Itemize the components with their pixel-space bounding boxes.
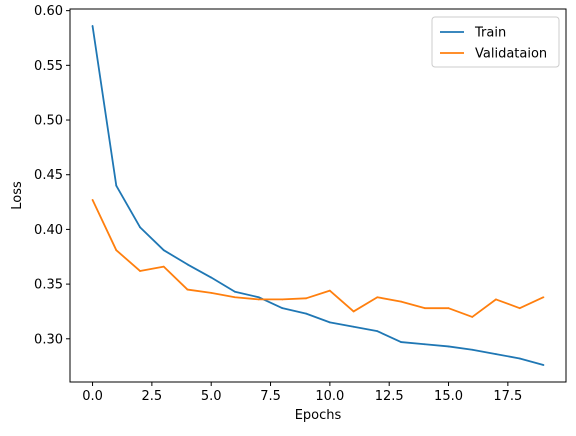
y-tick-label: 0.55	[34, 59, 63, 74]
x-tick-label: 5.0	[201, 389, 222, 404]
y-tick-label: 0.35	[34, 278, 63, 293]
data-point-train	[91, 25, 94, 27]
data-point-train	[115, 184, 118, 187]
data-point-validataion	[471, 316, 474, 318]
data-point-train	[495, 353, 497, 356]
plot-lines	[91, 25, 545, 366]
data-point-validataion	[518, 307, 521, 310]
x-tick-label: 15.0	[434, 389, 463, 404]
x-tick-label: 0.0	[82, 389, 103, 404]
data-point-train	[518, 357, 521, 360]
legend-label-train: Train	[474, 26, 506, 41]
data-point-train	[352, 325, 355, 328]
data-point-train	[257, 296, 260, 299]
data-point-validataion	[115, 249, 118, 252]
x-axis-label: Epochs	[295, 408, 342, 423]
x-tick-label: 2.5	[142, 389, 163, 404]
data-point-validataion	[376, 296, 379, 299]
data-point-train	[162, 249, 165, 252]
data-point-validataion	[305, 297, 308, 300]
data-point-validataion	[162, 265, 165, 268]
data-point-train	[234, 290, 236, 293]
x-axis-ticks: 0.0 2.5 5.0 7.5 10.0 12.5 15.0 17.5	[82, 382, 522, 404]
x-tick-label: 10.0	[315, 389, 344, 404]
data-point-train	[186, 263, 189, 266]
data-point-train	[328, 321, 331, 324]
data-point-train	[210, 276, 213, 279]
data-point-train	[281, 307, 284, 310]
data-point-validataion	[495, 298, 497, 301]
data-point-validataion	[257, 298, 260, 301]
data-point-train	[305, 312, 308, 315]
data-point-validataion	[186, 288, 189, 291]
data-point-train	[400, 341, 402, 343]
data-point-validataion	[328, 289, 331, 292]
y-tick-label: 0.45	[34, 168, 63, 183]
legend-box	[431, 16, 560, 68]
x-tick-label: 17.5	[493, 389, 522, 404]
data-point-train	[376, 330, 379, 333]
data-point-train	[542, 364, 545, 366]
data-point-validataion	[447, 307, 450, 310]
x-tick-label: 12.5	[375, 389, 404, 404]
data-point-validataion	[281, 298, 284, 301]
series-line-validataion	[91, 199, 544, 318]
data-point-train	[139, 226, 141, 229]
data-point-train	[447, 345, 450, 348]
data-point-validataion	[91, 198, 94, 201]
data-point-validataion	[400, 300, 402, 303]
data-point-validataion	[423, 307, 426, 310]
y-tick-label: 0.40	[34, 223, 63, 238]
y-axis-label: Loss	[10, 181, 25, 210]
data-point-validataion	[352, 310, 355, 313]
data-point-validataion	[234, 296, 236, 299]
data-point-train	[471, 348, 474, 351]
legend: Train Validataion	[431, 16, 560, 68]
x-tick-label: 7.5	[260, 389, 281, 404]
plot-frame	[69, 8, 567, 383]
data-point-validataion	[139, 270, 141, 272]
data-point-train	[423, 343, 426, 346]
series-line-train	[91, 25, 544, 366]
data-point-validataion	[542, 296, 545, 299]
y-tick-label: 0.60	[34, 4, 63, 19]
y-tick-label: 0.50	[34, 114, 63, 129]
y-axis-ticks: 0.30 0.35 0.40 0.45 0.50 0.55 0.60	[34, 4, 70, 347]
y-tick-label: 0.30	[34, 332, 63, 347]
data-point-validataion	[210, 291, 213, 294]
legend-label-validation: Validataion	[475, 47, 547, 62]
